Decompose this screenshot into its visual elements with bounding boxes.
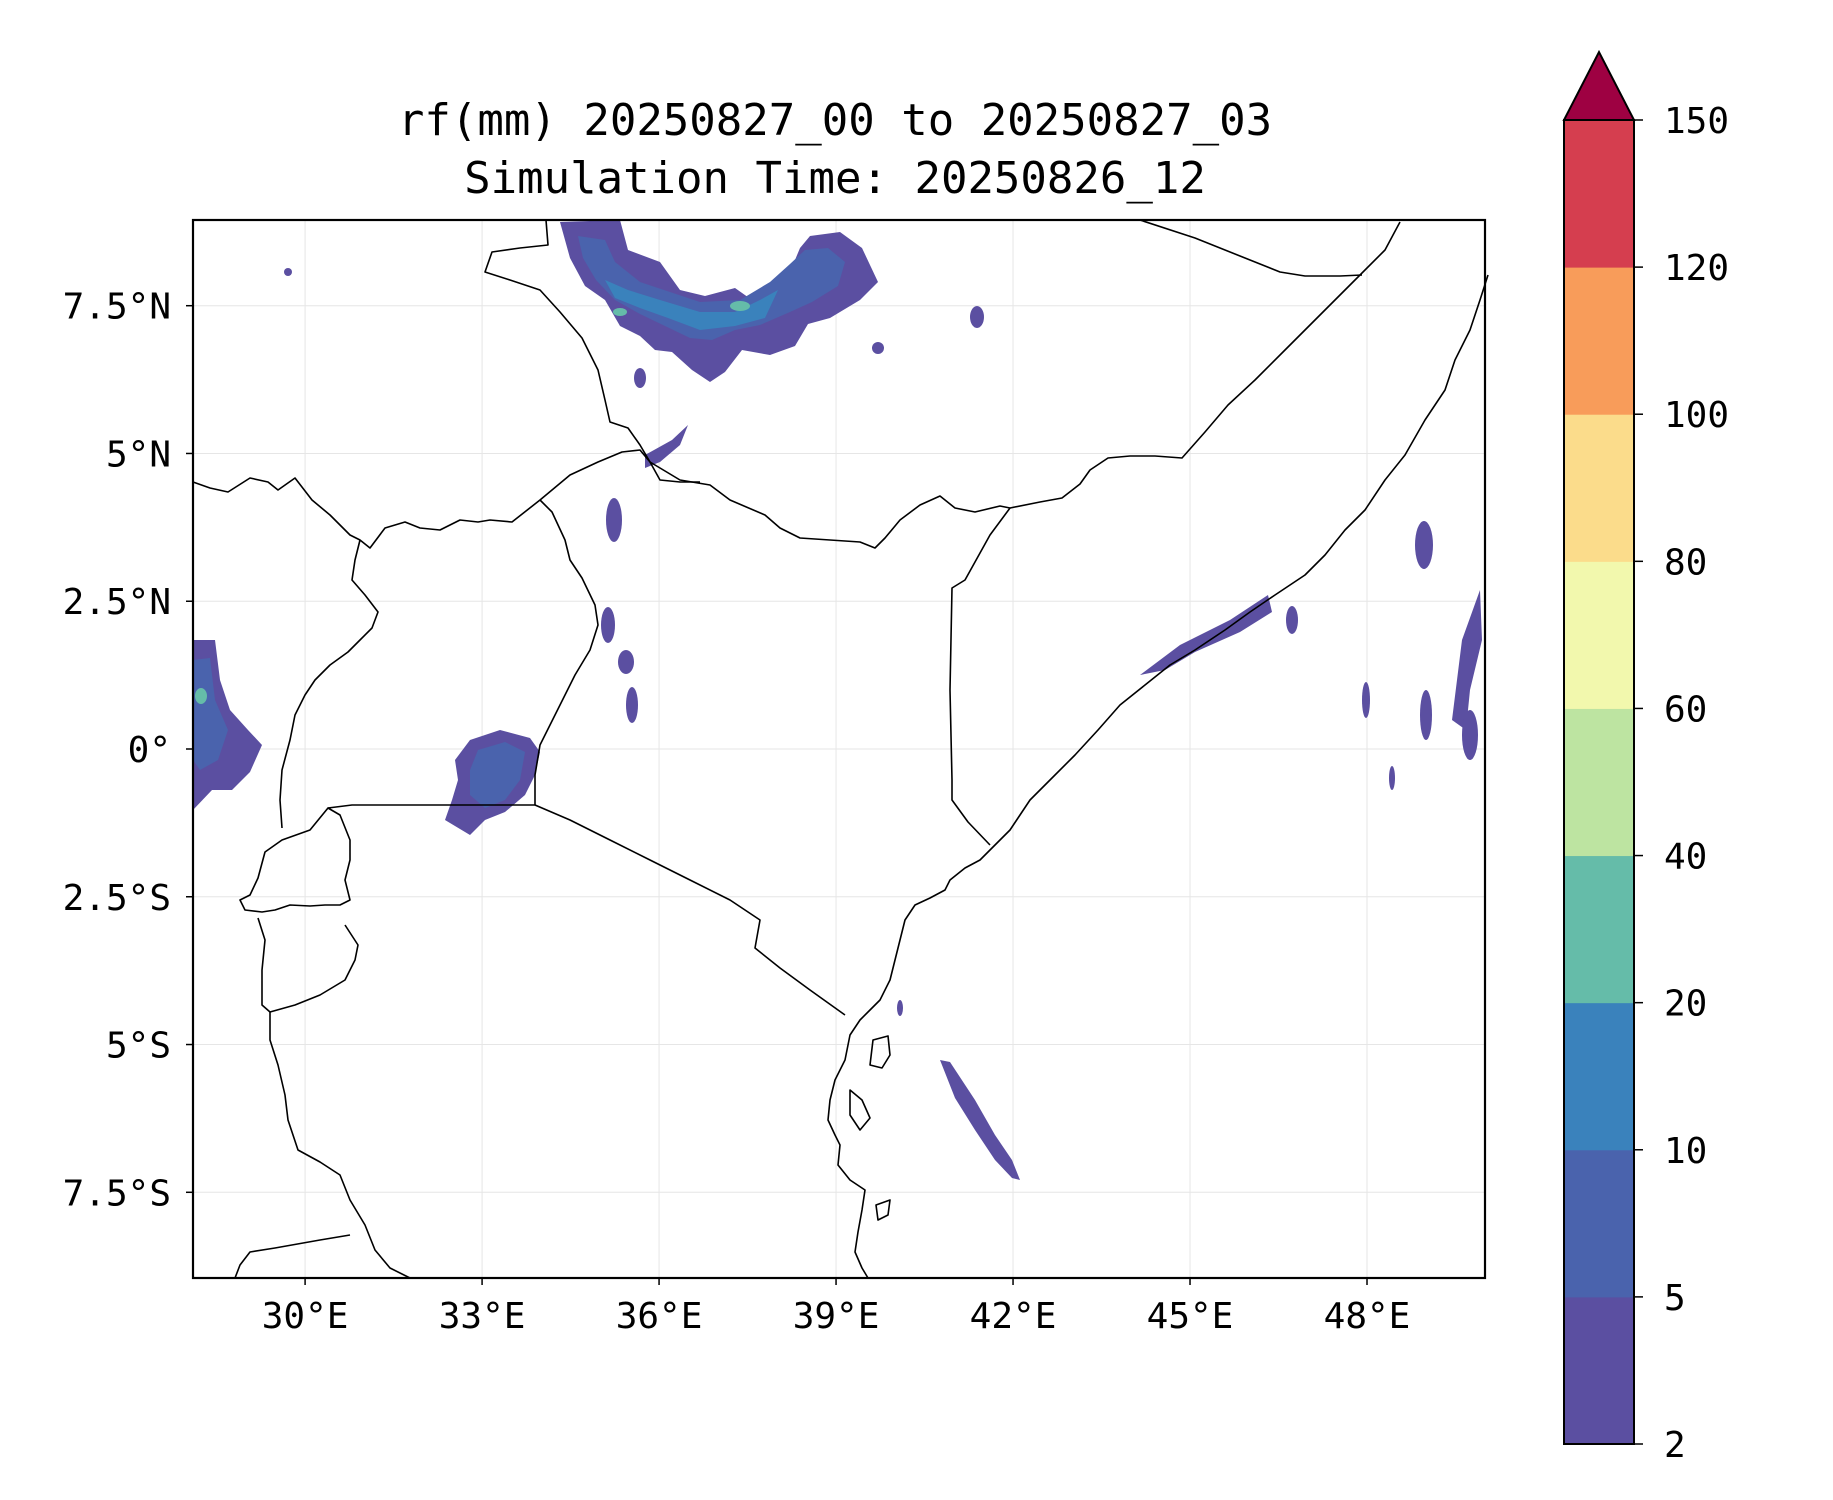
colorbar-segment [1564, 708, 1634, 857]
rain-patch-east-2 [1452, 590, 1482, 730]
border-zambia [234, 1234, 351, 1279]
colorbar-segment [1564, 1002, 1634, 1151]
rain-patch-east-1 [1415, 521, 1433, 569]
rain-patch-ethiopia-core [578, 236, 845, 340]
rain-patch-east-5 [1362, 682, 1370, 718]
lon-tick-label: 39°E [793, 1296, 880, 1337]
title-line-1: rf(mm) 20250827_00 to 20250827_03 [398, 95, 1272, 146]
rain-patch-east-4 [1420, 690, 1432, 740]
lat-tick-label: 7.5°N [63, 287, 171, 328]
lat-tick-label: 7.5°S [63, 1173, 171, 1214]
border-tanzania-kenya [534, 804, 846, 1016]
rain-patch-offshore-streak [940, 1060, 1020, 1180]
colorbar-tick-label: 120 [1664, 248, 1729, 289]
rain-patch-ethiopia-peak-2 [613, 308, 627, 316]
colorbar-tick-label: 60 [1664, 689, 1707, 730]
lat-tick-label: 2.5°N [63, 582, 171, 623]
border-uganda-west [279, 539, 379, 829]
rain-patch-ethiopia-high [605, 280, 778, 330]
map-panel [192, 219, 1489, 1279]
rainfall-field [193, 220, 1482, 1180]
lat-tick-label: 5°S [106, 1026, 171, 1067]
colorbar-segment [1564, 267, 1634, 415]
border-southsudan-uganda [192, 449, 651, 549]
rain-patch-ethiopia-peak [730, 301, 750, 311]
gridlines [193, 220, 1485, 1278]
rain-patch-coast-small [897, 1000, 903, 1016]
title-line-2: Simulation Time: 20250826_12 [464, 153, 1206, 204]
border-lake-victoria-south [327, 804, 535, 809]
border-somalia-ethiopia [1009, 221, 1401, 509]
map-frame [191, 218, 1487, 1280]
border-uganda-east [534, 499, 599, 805]
colorbar-tick-label: 40 [1664, 837, 1707, 878]
map-axes: 30°E 33°E 36°E 39°E 42°E 45°E 48°E 7.5°N 5°N 2.5°… [63, 287, 1411, 1337]
border-island-south [875, 1199, 891, 1221]
colorbar-tick-label: 100 [1664, 395, 1729, 436]
rain-patch-kenya-west [618, 650, 634, 674]
border-mafia [849, 1089, 871, 1131]
rain-patch-congo-core [193, 658, 228, 770]
lon-tick-label: 36°E [616, 1296, 703, 1337]
rain-patch-east-6 [1389, 766, 1395, 790]
lat-tick-label: 2.5°S [63, 878, 171, 919]
rain-patch-somali-coast [1140, 595, 1272, 675]
colorbar-tick-label: 10 [1664, 1131, 1707, 1172]
colorbar-segment [1564, 855, 1634, 1004]
colorbar-segment [1564, 1149, 1634, 1298]
lon-tick-label: 42°E [970, 1296, 1057, 1337]
colorbar-extend-max [1562, 49, 1636, 121]
rain-patch-congo-peak [195, 688, 207, 704]
lon-tick-label: 48°E [1324, 1296, 1411, 1337]
border-kenya-somalia [949, 507, 1011, 846]
lon-tick-label: 45°E [1147, 1296, 1234, 1337]
colorbar-segment [1564, 414, 1634, 562]
colorbar-segment [1564, 1296, 1634, 1445]
colorbar-tick-label: 80 [1664, 542, 1707, 583]
colorbar-tick-label: 20 [1664, 984, 1707, 1025]
lon-tick-label: 33°E [439, 1296, 526, 1337]
lat-tick-label: 5°N [106, 434, 171, 475]
rain-patch-somali-offshore [1286, 606, 1298, 634]
rain-patch-small-1 [970, 306, 984, 328]
lon-tick-label: 30°E [262, 1296, 349, 1337]
border-ethiopia-north [1139, 219, 1363, 277]
colorbar-tick-label: 2 [1664, 1425, 1686, 1466]
colorbar: 2 5 10 20 40 60 80 100 120 150 [1562, 49, 1729, 1466]
border-ethiopia-west [484, 219, 700, 483]
rain-patch-small-4 [634, 368, 646, 388]
rain-patch-east-3 [1462, 710, 1478, 760]
border-rwanda-burundi [239, 807, 351, 913]
colorbar-tick-label: 5 [1664, 1278, 1686, 1319]
rain-patch-ethiopia-west [560, 220, 878, 382]
rain-patch-kenya-west-2 [626, 687, 638, 723]
colorbar-segment [1564, 561, 1634, 709]
lat-tick-label: 0° [128, 730, 171, 771]
rain-patch-lake-victoria-core [470, 742, 525, 808]
colorbar-tick-label: 150 [1664, 101, 1729, 142]
rain-patch-elgon [601, 607, 615, 643]
border-coast-east-africa [827, 274, 1489, 1279]
colorbar-frame [1563, 119, 1635, 1445]
country-borders [192, 219, 1489, 1279]
border-kenya-ethiopia [649, 461, 1011, 549]
rain-patch-small-3 [284, 268, 292, 276]
rain-patch-turkana [645, 425, 688, 468]
rain-patch-small-2 [872, 342, 884, 354]
border-zanzibar [869, 1035, 891, 1069]
border-tanganyika [269, 1012, 411, 1279]
colorbar-segment [1564, 120, 1634, 268]
rain-patch-north-kenya [606, 498, 622, 542]
border-burundi-lake [257, 917, 359, 1013]
